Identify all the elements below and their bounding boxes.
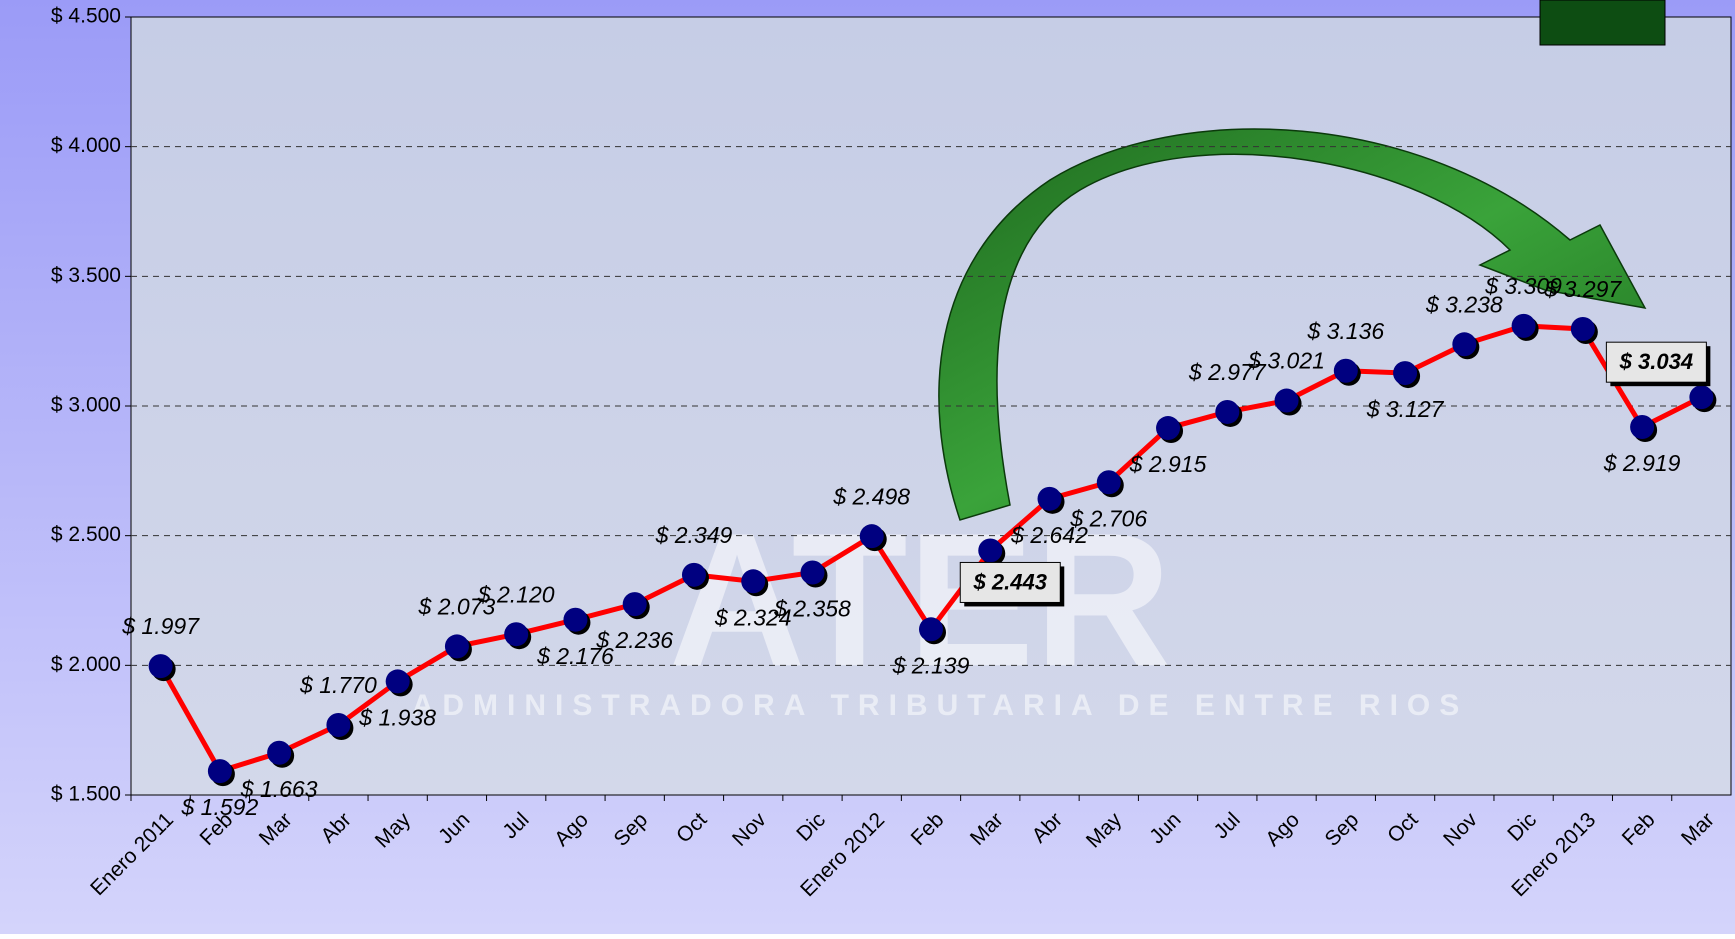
data-label: $ 3.136: [1306, 318, 1384, 344]
marker: [1511, 313, 1536, 338]
arrow: [938, 128, 1647, 521]
marker: [1570, 316, 1595, 341]
marker: [1333, 358, 1358, 383]
marker: [207, 759, 232, 784]
data-label: $ 2.498: [832, 483, 910, 509]
label-box: [1605, 341, 1707, 383]
marker: [800, 560, 825, 585]
data-label: $ 3.021: [1247, 348, 1325, 374]
marker: [622, 592, 647, 617]
y-tick-label: $ 3.000: [51, 394, 121, 417]
data-label: $ 2.443: [973, 569, 1047, 594]
marker: [1452, 332, 1477, 357]
data-label: $ 2.915: [1129, 451, 1207, 477]
data-label: $ 2.642: [1010, 522, 1088, 548]
marker: [1274, 388, 1299, 413]
marker: [326, 712, 351, 737]
data-label: $ 2.349: [655, 522, 733, 548]
marker: [385, 669, 410, 694]
marker: [1393, 361, 1418, 386]
marker: [919, 617, 943, 642]
data-label: $ 2.324: [714, 604, 792, 630]
data-label: $ 2.120: [477, 581, 555, 607]
y-tick-label: $ 1.500: [51, 783, 121, 806]
watermark-subtitle: ADMINISTRADORA TRIBUTARIA DE ENTRE RIOS: [412, 689, 1469, 722]
marker: [1096, 470, 1121, 495]
watermark: ATER: [668, 494, 1171, 706]
data-label: $ 3.297: [1543, 276, 1622, 302]
data-label: $ 2.706: [1069, 505, 1147, 531]
marker: [1630, 415, 1655, 440]
data-label: $ 1.997: [121, 613, 200, 639]
data-label: $ 2.176: [536, 643, 614, 669]
y-tick-label: $ 3.500: [51, 264, 121, 287]
marker: [148, 654, 173, 679]
marker: [859, 524, 884, 549]
marker: [1037, 486, 1062, 511]
marker: [1215, 399, 1240, 424]
marker: [444, 634, 469, 659]
marker: [978, 538, 1003, 563]
data-label: $ 3.127: [1366, 396, 1445, 422]
label-box: [959, 561, 1061, 603]
y-tick-label: $ 2.000: [51, 653, 121, 676]
marker: [1689, 385, 1714, 410]
data-label: $ 2.919: [1603, 450, 1681, 476]
data-label: $ 1.770: [299, 672, 377, 698]
marker: [504, 622, 529, 647]
marker: [1156, 416, 1181, 441]
legend-box: [1539, 0, 1666, 46]
data-label: $ 1.592: [181, 794, 259, 820]
y-tick-label: $ 2.500: [51, 523, 121, 546]
data-label: $ 2.236: [595, 627, 673, 653]
data-label: $ 2.073: [418, 593, 496, 619]
data-label: $ 1.663: [240, 776, 318, 802]
y-tick-label: $ 4.500: [51, 5, 121, 28]
data-label: $ 3.309: [1484, 273, 1562, 299]
data-label: $ 3.238: [1425, 291, 1503, 317]
marker: [741, 569, 766, 594]
marker: [563, 607, 588, 632]
data-label: $ 2.139: [892, 652, 970, 678]
data-label: $ 2.358: [773, 596, 851, 622]
data-label: $ 2.977: [1188, 359, 1267, 385]
data-label: $ 3.034: [1619, 349, 1693, 374]
y-tick-label: $ 4.000: [51, 134, 121, 157]
marker: [267, 740, 292, 765]
marker: [681, 562, 706, 587]
data-label: $ 1.938: [358, 704, 436, 730]
